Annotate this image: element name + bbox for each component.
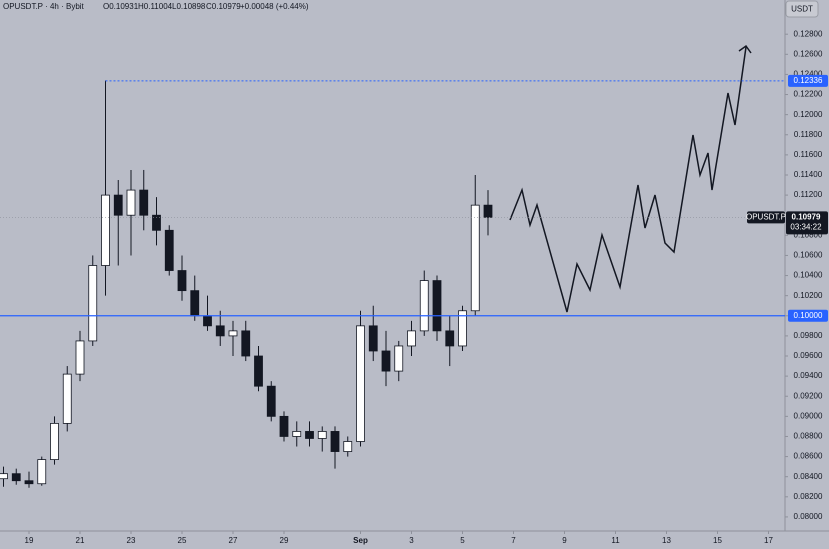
candle-body [445, 330, 455, 347]
y-tick-label: 0.09000 [794, 411, 823, 420]
candle-body [101, 194, 110, 266]
symbol: OPUSDT.P · 4h · Bybit [3, 2, 85, 11]
x-tick-label: 5 [460, 536, 465, 545]
candle-body [279, 415, 289, 437]
y-tick-label: 0.12200 [794, 90, 823, 99]
currency-button[interactable] [785, 0, 819, 18]
candle-body [88, 265, 98, 342]
candle-body [164, 229, 174, 271]
candle-body [343, 441, 353, 452]
y-tick-label: 0.09400 [794, 371, 823, 380]
candle-body [50, 422, 59, 460]
candle-body [126, 189, 136, 216]
candle-body [62, 373, 72, 424]
ohlc-open: O0.10931 [103, 2, 139, 11]
forecast-arrow [509, 46, 747, 313]
candle-body [407, 330, 416, 347]
forecast-arrowhead [738, 44, 752, 54]
y-tick-label: 0.12600 [794, 49, 823, 58]
y-tick-label: 0.11400 [794, 170, 823, 179]
candle-body [356, 325, 365, 442]
candle-body [24, 480, 34, 485]
ohlc-change: +0.00048 (+0.44%) [240, 2, 309, 11]
candle-body [254, 355, 263, 387]
x-tick-label: 13 [662, 536, 671, 545]
candle-body [381, 350, 391, 372]
candle-body [317, 431, 327, 439]
candle-body [11, 473, 21, 482]
y-tick-label: 0.11200 [794, 190, 823, 199]
last-price-tag [786, 211, 828, 235]
symbol-tag [747, 211, 785, 224]
x-tick-label: 21 [76, 536, 85, 545]
candle-body [292, 431, 302, 437]
candle-body [113, 194, 123, 216]
y-tick-label: 0.10400 [794, 271, 823, 280]
x-tick-label: 15 [713, 536, 722, 545]
candle-body [152, 214, 161, 231]
x-tick-label: 27 [229, 536, 238, 545]
candle-body [419, 280, 429, 332]
x-tick-label: 9 [562, 536, 567, 545]
price-line-tag [788, 74, 828, 87]
candle-body [368, 325, 378, 352]
y-tick-label: 0.12000 [794, 110, 823, 119]
price-line-label: 0.12336 [794, 76, 823, 85]
candle-body [305, 431, 314, 439]
y-tick-label: 0.11600 [794, 150, 823, 159]
candle-body [432, 280, 442, 332]
x-tick-label: 19 [25, 536, 34, 545]
candle-body [470, 204, 480, 312]
x-tick-label: 7 [511, 536, 516, 545]
candle-body [483, 204, 493, 218]
y-tick-label: 0.11800 [794, 130, 823, 139]
x-tick-label: 11 [611, 536, 620, 545]
candle-body [203, 315, 212, 327]
y-tick-label: 0.08200 [794, 492, 823, 501]
currency-label[interactable]: USDT [791, 5, 813, 14]
candle-body [177, 270, 187, 292]
y-tick-label: 0.08400 [794, 472, 823, 481]
x-tick-label: 3 [409, 536, 414, 545]
y-tick-label: 0.09200 [794, 391, 823, 400]
y-tick-label: 0.10200 [794, 291, 823, 300]
candle-body [139, 189, 149, 216]
candle-body [0, 473, 8, 480]
countdown-label: 03:34:22 [790, 222, 822, 231]
y-tick-label: 0.10600 [794, 251, 823, 260]
candle-body [394, 345, 404, 372]
x-tick-label: Sep [353, 536, 368, 545]
y-tick-label: 0.08600 [794, 452, 823, 461]
y-tick-label: 0.09600 [794, 351, 823, 360]
y-tick-label: 0.08800 [794, 432, 823, 441]
ohlc-low: L0.10898 [172, 2, 206, 11]
candle-body [75, 340, 85, 375]
candle-body [215, 325, 225, 337]
price-line-tag [788, 309, 828, 322]
last-price-label: 0.10979 [792, 212, 821, 221]
y-tick-label: 0.12400 [794, 70, 823, 79]
candle-body [228, 330, 238, 337]
y-tick-label: 0.10800 [794, 230, 823, 239]
x-tick-label: 23 [127, 536, 136, 545]
symbol-tag-label: OPUSDT.P [746, 212, 786, 221]
candle-body [266, 385, 276, 417]
x-tick-label: 29 [280, 536, 289, 545]
ohlc-close: C0.10979 [206, 2, 241, 11]
candle-body [330, 431, 340, 452]
x-tick-label: 25 [178, 536, 187, 545]
price-line-label: 0.10000 [794, 311, 823, 320]
y-tick-label: 0.12800 [794, 29, 823, 38]
y-tick-label: 0.08000 [794, 512, 823, 521]
candle-body [241, 330, 251, 357]
x-tick-label: 17 [764, 536, 773, 545]
y-tick-label: 0.09800 [794, 331, 823, 340]
ohlc-high: H0.11004 [138, 2, 173, 11]
candle-body [37, 459, 47, 485]
candle-body [190, 290, 200, 317]
candle-body [458, 310, 467, 347]
